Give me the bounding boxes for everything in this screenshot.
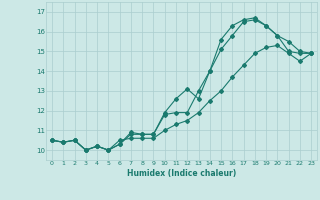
X-axis label: Humidex (Indice chaleur): Humidex (Indice chaleur) — [127, 169, 236, 178]
